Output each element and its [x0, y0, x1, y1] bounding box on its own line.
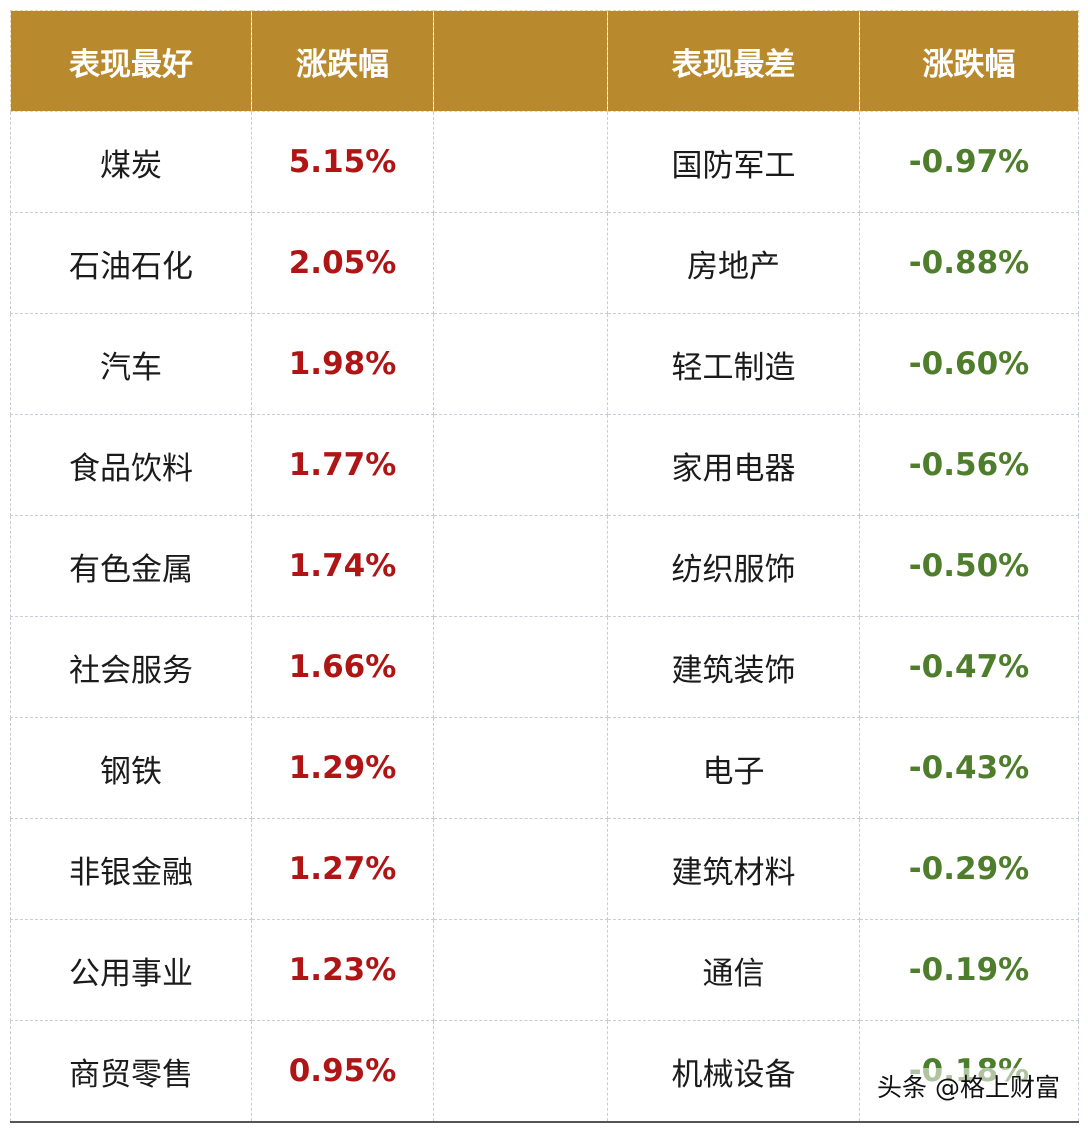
worst-sector-name: 轻工制造 — [607, 313, 860, 415]
best-sector-name: 汽车 — [10, 313, 252, 415]
worst-sector-name: 房地产 — [607, 212, 860, 314]
worst-sector-name: 电子 — [607, 717, 860, 819]
worst-sector-change: -0.19% — [859, 919, 1079, 1021]
worst-sector-name: 通信 — [607, 919, 860, 1021]
blank-cell — [433, 515, 608, 617]
worst-sector-change: -0.43% — [859, 717, 1079, 819]
worst-sector-name: 家用电器 — [607, 414, 860, 516]
table-row: 食品饮料 1.77% 家用电器 -0.56% — [10, 414, 1079, 516]
table-row: 钢铁 1.29% 电子 -0.43% — [10, 717, 1079, 819]
best-sector-change: 1.74% — [251, 515, 434, 617]
blank-cell — [433, 111, 608, 213]
table-row: 石油石化 2.05% 房地产 -0.88% — [10, 212, 1079, 314]
table-row: 社会服务 1.66% 建筑装饰 -0.47% — [10, 616, 1079, 718]
table-body: 煤炭 5.15% 国防军工 -0.97% 石油石化 2.05% 房地产 -0.88% 汽车 1.9… — [10, 111, 1079, 1123]
best-sector-change: 1.77% — [251, 414, 434, 516]
header-best-change: 涨跌幅 — [251, 10, 434, 112]
watermark-text: 头条 @格上财富 — [875, 1068, 1062, 1104]
best-sector-change: 1.27% — [251, 818, 434, 920]
table-row: 有色金属 1.74% 纺织服饰 -0.50% — [10, 515, 1079, 617]
best-sector-change: 2.05% — [251, 212, 434, 314]
best-sector-change: 1.98% — [251, 313, 434, 415]
best-sector-name: 非银金融 — [10, 818, 252, 920]
best-sector-name: 钢铁 — [10, 717, 252, 819]
sector-performance-table: 表现最好 涨跌幅 表现最差 涨跌幅 煤炭 5.15% 国防军工 -0.97% 石油石化 2… — [10, 10, 1079, 1123]
best-sector-change: 1.29% — [251, 717, 434, 819]
worst-sector-change: -0.29% — [859, 818, 1079, 920]
blank-cell — [433, 717, 608, 819]
best-sector-name: 煤炭 — [10, 111, 252, 213]
blank-cell — [433, 212, 608, 314]
best-sector-name: 石油石化 — [10, 212, 252, 314]
blank-cell — [433, 1020, 608, 1123]
worst-sector-name: 建筑材料 — [607, 818, 860, 920]
best-sector-change: 5.15% — [251, 111, 434, 213]
worst-sector-change: -0.56% — [859, 414, 1079, 516]
header-worst: 表现最差 — [607, 10, 860, 112]
worst-sector-change: -0.50% — [859, 515, 1079, 617]
blank-cell — [433, 414, 608, 516]
worst-sector-change: -0.60% — [859, 313, 1079, 415]
table-row: 煤炭 5.15% 国防军工 -0.97% — [10, 111, 1079, 213]
worst-sector-name: 建筑装饰 — [607, 616, 860, 718]
header-blank — [433, 10, 608, 112]
table-header: 表现最好 涨跌幅 表现最差 涨跌幅 — [10, 10, 1079, 112]
table-row: 非银金融 1.27% 建筑材料 -0.29% — [10, 818, 1079, 920]
worst-sector-name: 机械设备 — [607, 1020, 860, 1123]
best-sector-name: 公用事业 — [10, 919, 252, 1021]
best-sector-name: 食品饮料 — [10, 414, 252, 516]
header-worst-change: 涨跌幅 — [859, 10, 1079, 112]
worst-sector-change: -0.97% — [859, 111, 1079, 213]
blank-cell — [433, 818, 608, 920]
best-sector-name: 商贸零售 — [10, 1020, 252, 1123]
best-sector-name: 社会服务 — [10, 616, 252, 718]
blank-cell — [433, 919, 608, 1021]
header-best: 表现最好 — [10, 10, 252, 112]
worst-sector-change: -0.47% — [859, 616, 1079, 718]
table-row: 汽车 1.98% 轻工制造 -0.60% — [10, 313, 1079, 415]
blank-cell — [433, 616, 608, 718]
best-sector-change: 1.23% — [251, 919, 434, 1021]
worst-sector-change: -0.88% — [859, 212, 1079, 314]
best-sector-change: 1.66% — [251, 616, 434, 718]
blank-cell — [433, 313, 608, 415]
worst-sector-name: 纺织服饰 — [607, 515, 860, 617]
worst-sector-name: 国防军工 — [607, 111, 860, 213]
table-row: 公用事业 1.23% 通信 -0.19% — [10, 919, 1079, 1021]
best-sector-name: 有色金属 — [10, 515, 252, 617]
best-sector-change: 0.95% — [251, 1020, 434, 1123]
header-row: 表现最好 涨跌幅 表现最差 涨跌幅 — [10, 10, 1079, 112]
